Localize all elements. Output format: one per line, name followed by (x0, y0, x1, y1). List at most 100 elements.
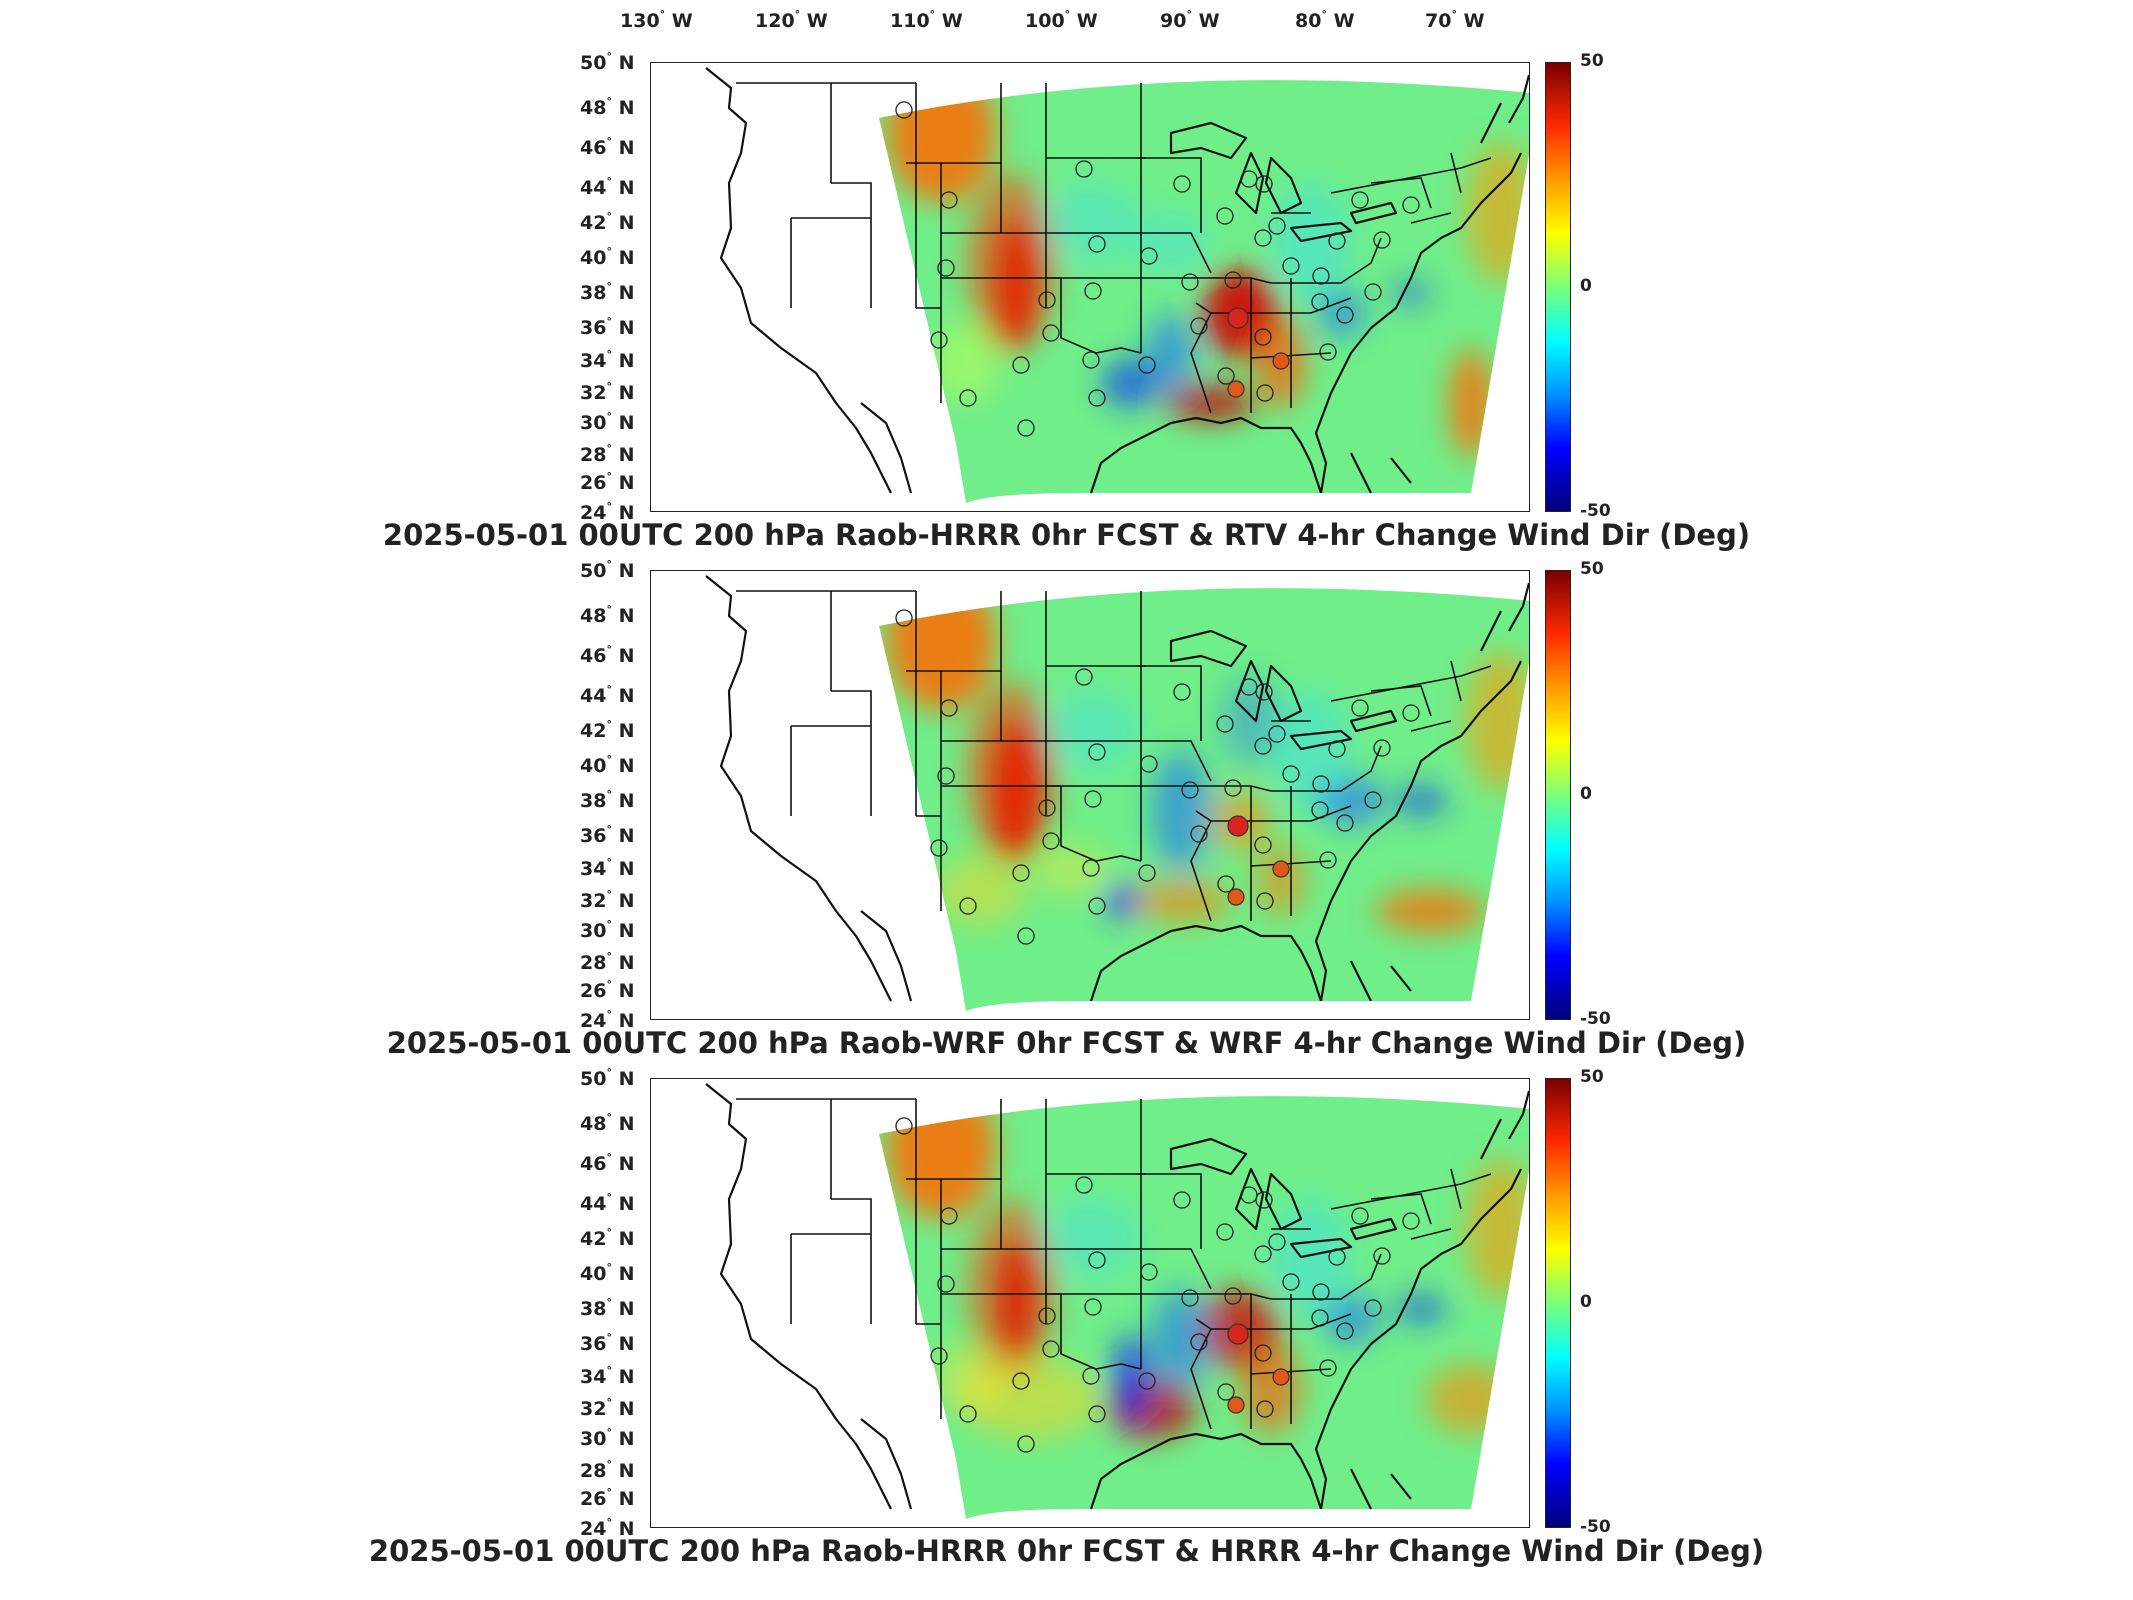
raob-station-marker (1173, 175, 1191, 193)
raob-station-marker (1082, 859, 1100, 877)
raob-station-marker (1012, 1372, 1030, 1390)
latitude-tick-label: 26° N (580, 470, 635, 494)
gulf-coast (1089, 1432, 1323, 1510)
colorbar-tick-min: -50 (1580, 1009, 1611, 1029)
raob-station-marker-filled (1272, 352, 1290, 370)
raob-station-marker (1140, 755, 1158, 773)
raob-station-marker-filled (1227, 1396, 1245, 1414)
raob-station-marker (1256, 892, 1274, 910)
islands (1350, 1468, 1412, 1510)
raob-station-marker (1336, 1322, 1354, 1340)
latitude-tick-label: 30° N (580, 918, 635, 942)
canada-coast (1480, 582, 1529, 652)
raob-station-marker (1038, 291, 1056, 309)
raob-station-marker (937, 1275, 955, 1293)
raob-station-marker (1217, 367, 1235, 385)
raob-station-marker (1282, 257, 1300, 275)
raob-station-marker (1042, 324, 1060, 342)
latitude-tick-label: 34° N (580, 856, 635, 880)
panel-title: 2025-05-01 00UTC 200 hPa Raob-WRF 0hr FC… (386, 1026, 1747, 1060)
latitude-tick-label: 36° N (580, 1331, 635, 1355)
colorbar-tick-mid: 0 (1580, 1292, 1592, 1312)
latitude-tick-label: 24° N (580, 500, 635, 524)
latitude-tick-label: 38° N (580, 788, 635, 812)
raob-station-marker-filled (1227, 307, 1249, 329)
raob-station-marker (1217, 875, 1235, 893)
raob-station-marker-filled (1272, 1368, 1290, 1386)
raob-station-marker (1328, 1248, 1346, 1266)
raob-station-marker (1373, 739, 1391, 757)
raob-station-marker (1173, 683, 1191, 701)
raob-station-marker (1190, 317, 1208, 335)
raob-station-marker (959, 897, 977, 915)
raob-station-marker (1140, 247, 1158, 265)
model-field (879, 80, 1529, 504)
latitude-tick-label: 44° N (580, 1191, 635, 1215)
state-borders (736, 82, 1492, 414)
latitude-tick-label: 32° N (580, 380, 635, 404)
raob-station-marker (1088, 1405, 1106, 1423)
raob-station-marker (1254, 1344, 1272, 1362)
raob-station-marker (1255, 683, 1273, 701)
colorbar (1545, 1078, 1571, 1528)
station-markers (895, 1117, 1420, 1453)
station-markers (895, 609, 1420, 945)
raob-station-marker (1364, 283, 1382, 301)
latitude-tick-label: 26° N (580, 978, 635, 1002)
latitude-tick-label: 46° N (580, 1151, 635, 1175)
raob-station-marker (1351, 699, 1369, 717)
latitude-tick-label: 34° N (580, 1364, 635, 1388)
raob-station-marker (1255, 1191, 1273, 1209)
raob-station-marker (1268, 217, 1286, 235)
west-coast (705, 1083, 892, 1510)
latitude-tick-label: 48° N (580, 603, 635, 627)
west-coast (705, 67, 892, 494)
raob-station-marker (1268, 1233, 1286, 1251)
atlantic-coast (1314, 660, 1522, 1002)
raob-station-marker (1138, 1372, 1156, 1390)
coastline-and-borders (705, 575, 1529, 1002)
raob-station-marker (959, 389, 977, 407)
raob-station-marker (1224, 779, 1242, 797)
raob-station-marker (940, 699, 958, 717)
raob-station-marker (1082, 351, 1100, 369)
map-canvas (705, 1083, 1529, 1520)
raob-station-marker (1216, 207, 1234, 225)
raob-station-marker (1075, 160, 1093, 178)
raob-station-marker (1173, 1191, 1191, 1209)
raob-station-marker (1328, 740, 1346, 758)
raob-station-marker (1012, 356, 1030, 374)
raob-station-marker (1038, 799, 1056, 817)
raob-station-marker (1075, 668, 1093, 686)
raob-station-marker (1282, 765, 1300, 783)
raob-station-marker (1254, 229, 1272, 247)
raob-station-marker (1402, 196, 1420, 214)
raob-station-marker-filled (1227, 1323, 1249, 1345)
latitude-tick-label: 26° N (580, 1486, 635, 1510)
latitude-tick-label: 50° N (580, 558, 635, 582)
raob-station-marker (930, 1347, 948, 1365)
raob-station-marker (1254, 1245, 1272, 1263)
raob-station-marker (895, 101, 913, 119)
raob-station-marker (1017, 927, 1035, 945)
latitude-tick-label: 28° N (580, 1458, 635, 1482)
longitude-tick-label: 100° W (1025, 8, 1098, 32)
latitude-tick-label: 46° N (580, 643, 635, 667)
raob-station-marker (1312, 267, 1330, 285)
latitude-tick-label: 30° N (580, 410, 635, 434)
raob-station-marker (1217, 1383, 1235, 1401)
raob-station-marker (1256, 1400, 1274, 1418)
map-frame (650, 1078, 1530, 1528)
map-frame (650, 570, 1530, 1020)
raob-station-marker (1017, 419, 1035, 437)
model-field (879, 1096, 1529, 1520)
latitude-tick-label: 46° N (580, 135, 635, 159)
raob-station-marker (895, 1117, 913, 1135)
raob-station-marker (940, 1207, 958, 1225)
great-lakes (1169, 629, 1398, 751)
great-lakes (1169, 1137, 1398, 1259)
raob-station-marker (1364, 791, 1382, 809)
raob-station-marker (1017, 1435, 1035, 1453)
raob-station-marker (1181, 1289, 1199, 1307)
